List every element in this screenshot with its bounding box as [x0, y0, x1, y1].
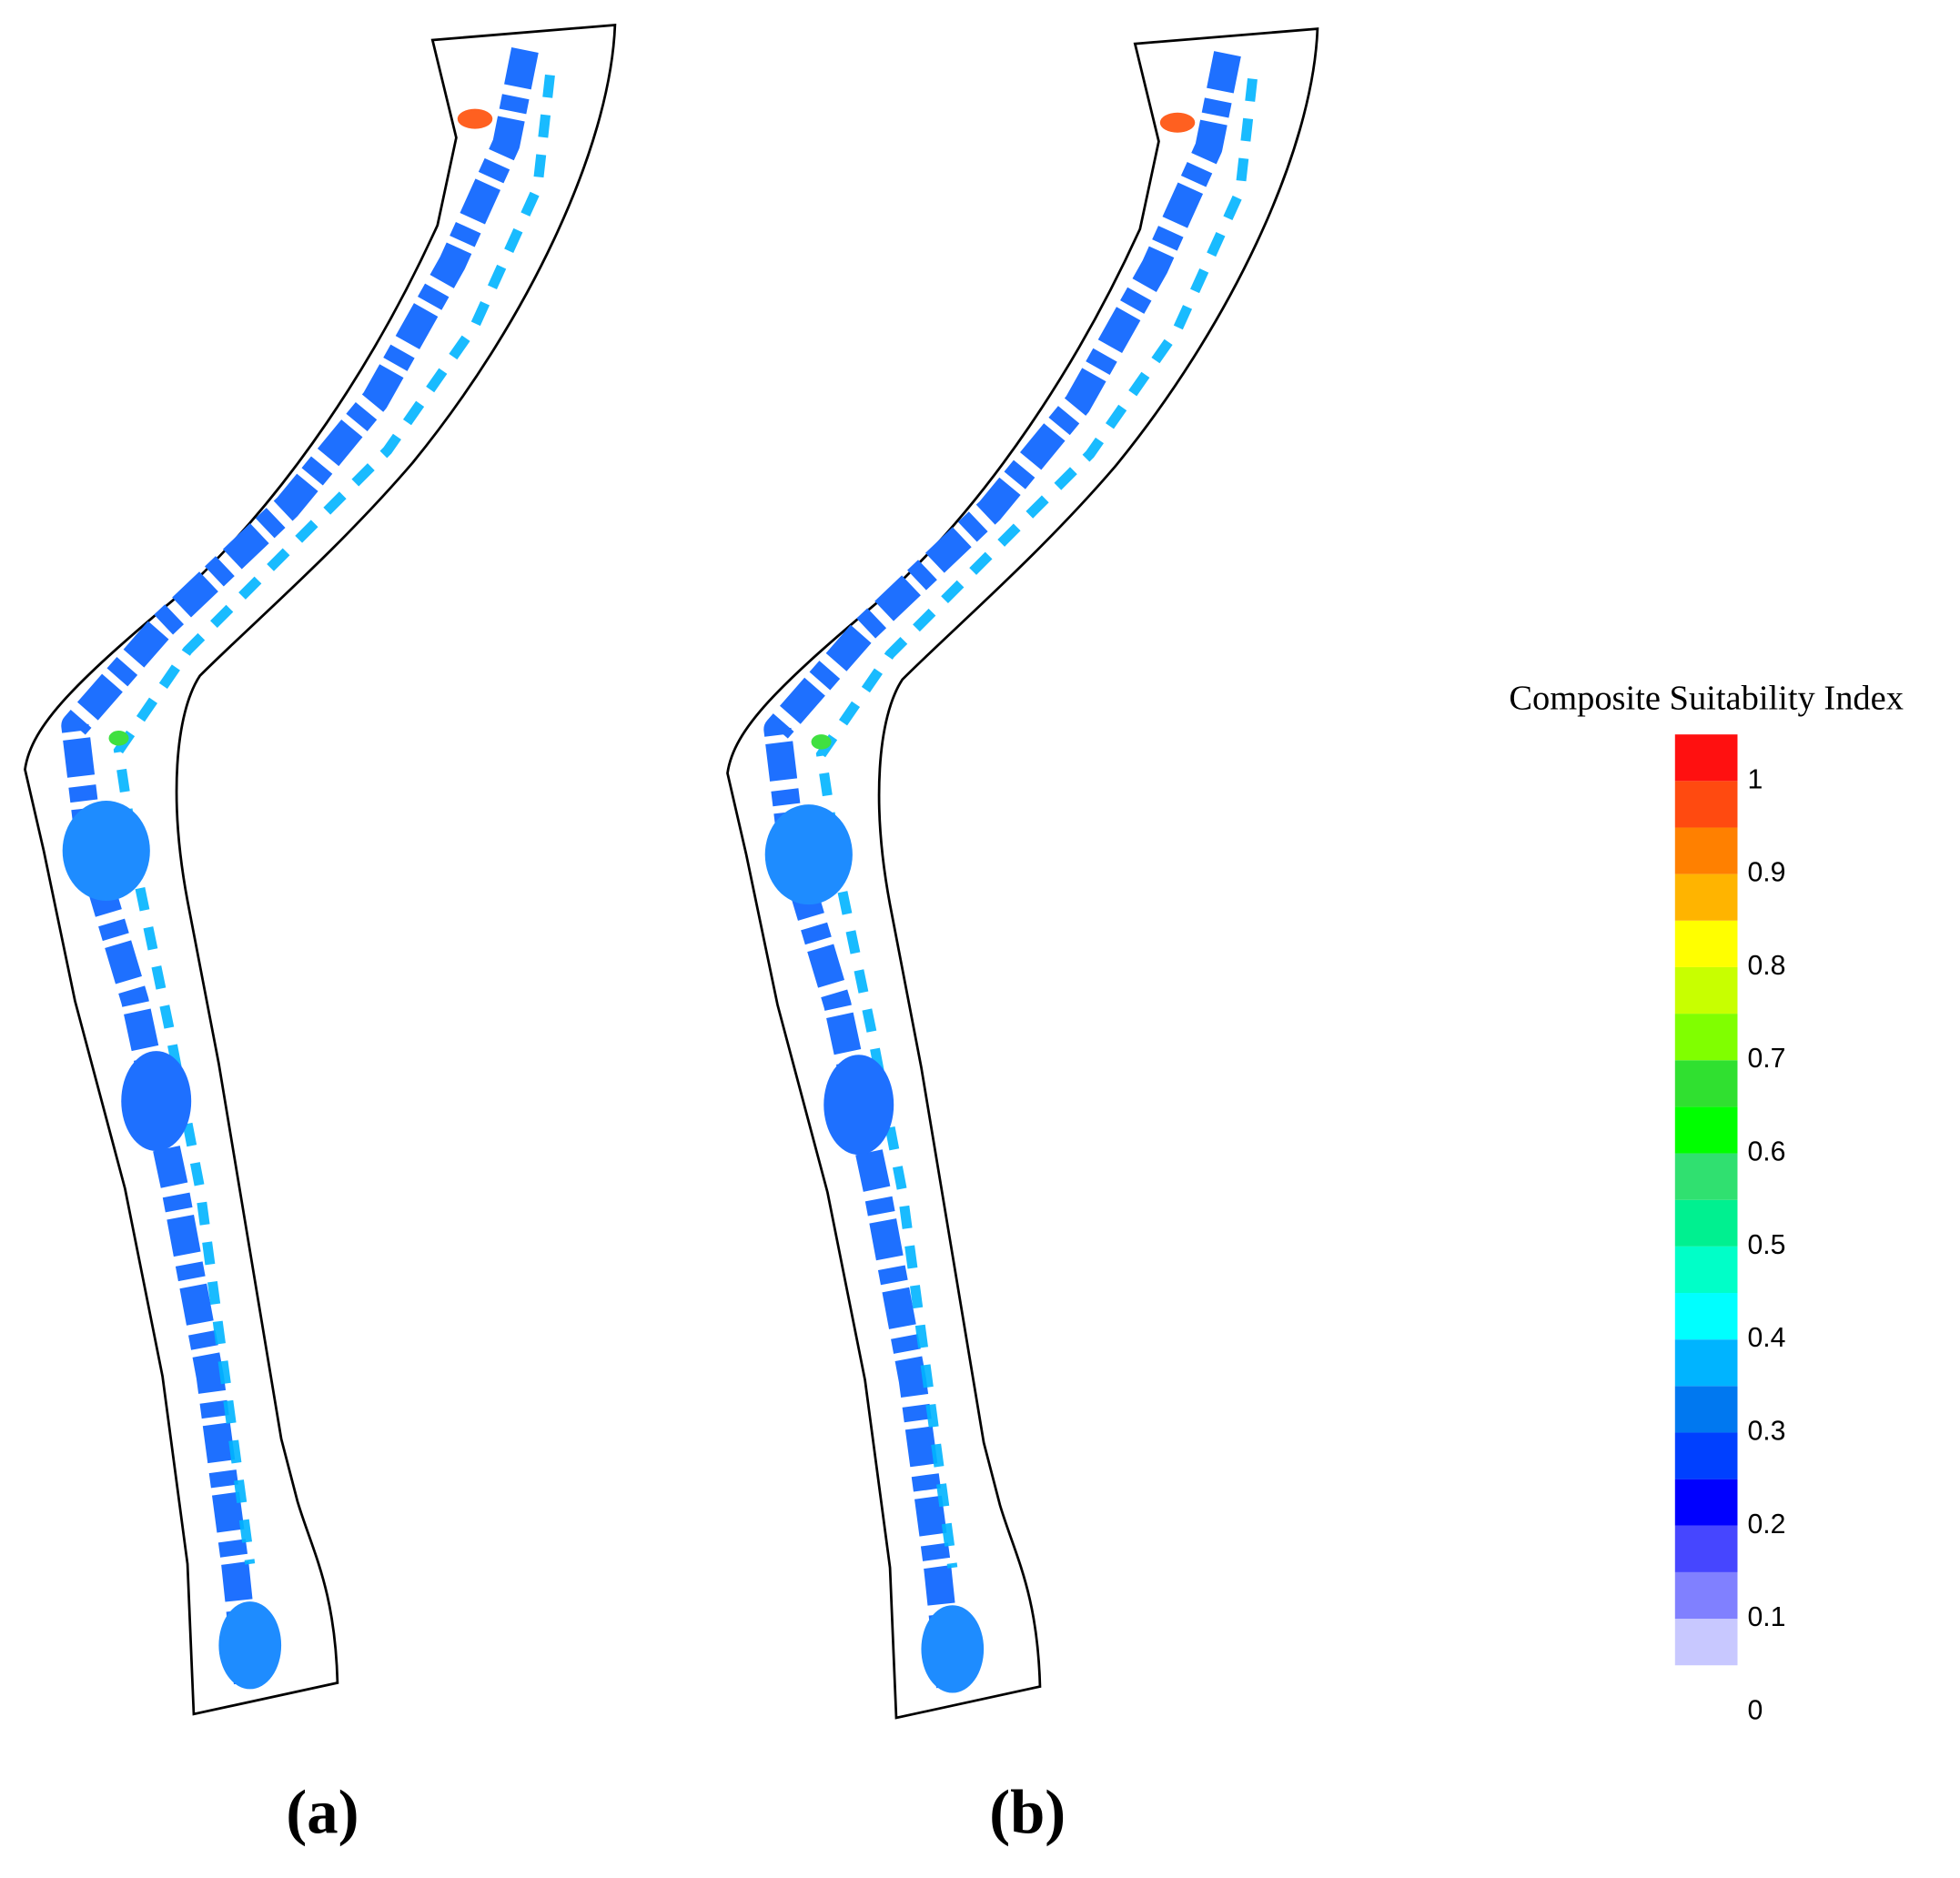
- color-bin: [1674, 1525, 1738, 1572]
- color-bin: [1674, 873, 1738, 921]
- color-bin: [1674, 1386, 1738, 1433]
- tick-label: 0.1: [1747, 1602, 1785, 1632]
- color-bin: [1674, 1571, 1738, 1620]
- color-bin: [1674, 1619, 1738, 1666]
- panel-label: (b): [989, 1777, 1066, 1846]
- tick-label: 0.3: [1747, 1416, 1785, 1446]
- color-bin: [1674, 1293, 1738, 1340]
- color-bin: [1674, 1014, 1738, 1061]
- color-bin: [1674, 1060, 1738, 1107]
- color-bin: [1674, 1339, 1738, 1387]
- tick-label: 0.4: [1747, 1323, 1785, 1353]
- color-bin: [1674, 920, 1738, 967]
- color-bin: [1674, 1246, 1738, 1294]
- color-bin: [1674, 827, 1738, 874]
- map-b: [728, 29, 1318, 1718]
- colorbar: 0 0.1 0.2 0.3 0.4 0.5 0.6 0.7 0.8 0.9 1: [1674, 734, 1785, 1725]
- color-bin: [1674, 1432, 1738, 1479]
- tick-label: 0.7: [1747, 1044, 1785, 1074]
- tick-label: 0.8: [1747, 951, 1785, 981]
- color-bin: [1674, 1479, 1738, 1526]
- tick-label: 0.9: [1747, 858, 1785, 888]
- legend-title: Composite Suitability Index: [1509, 680, 1904, 718]
- panel-label: (a): [286, 1777, 359, 1846]
- tick-label: 1: [1747, 764, 1763, 794]
- color-bin: [1674, 1153, 1738, 1200]
- color-bin: [1674, 1106, 1738, 1154]
- map-a: [25, 25, 614, 1714]
- tick-label: 0: [1747, 1695, 1763, 1725]
- tick-label: 0.2: [1747, 1509, 1785, 1540]
- tick-label: 0.6: [1747, 1137, 1785, 1167]
- color-bin: [1674, 734, 1738, 782]
- tick-label: 0.5: [1747, 1230, 1785, 1260]
- color-bin: [1674, 781, 1738, 828]
- color-bin: [1674, 1199, 1738, 1247]
- color-bin: [1674, 966, 1738, 1015]
